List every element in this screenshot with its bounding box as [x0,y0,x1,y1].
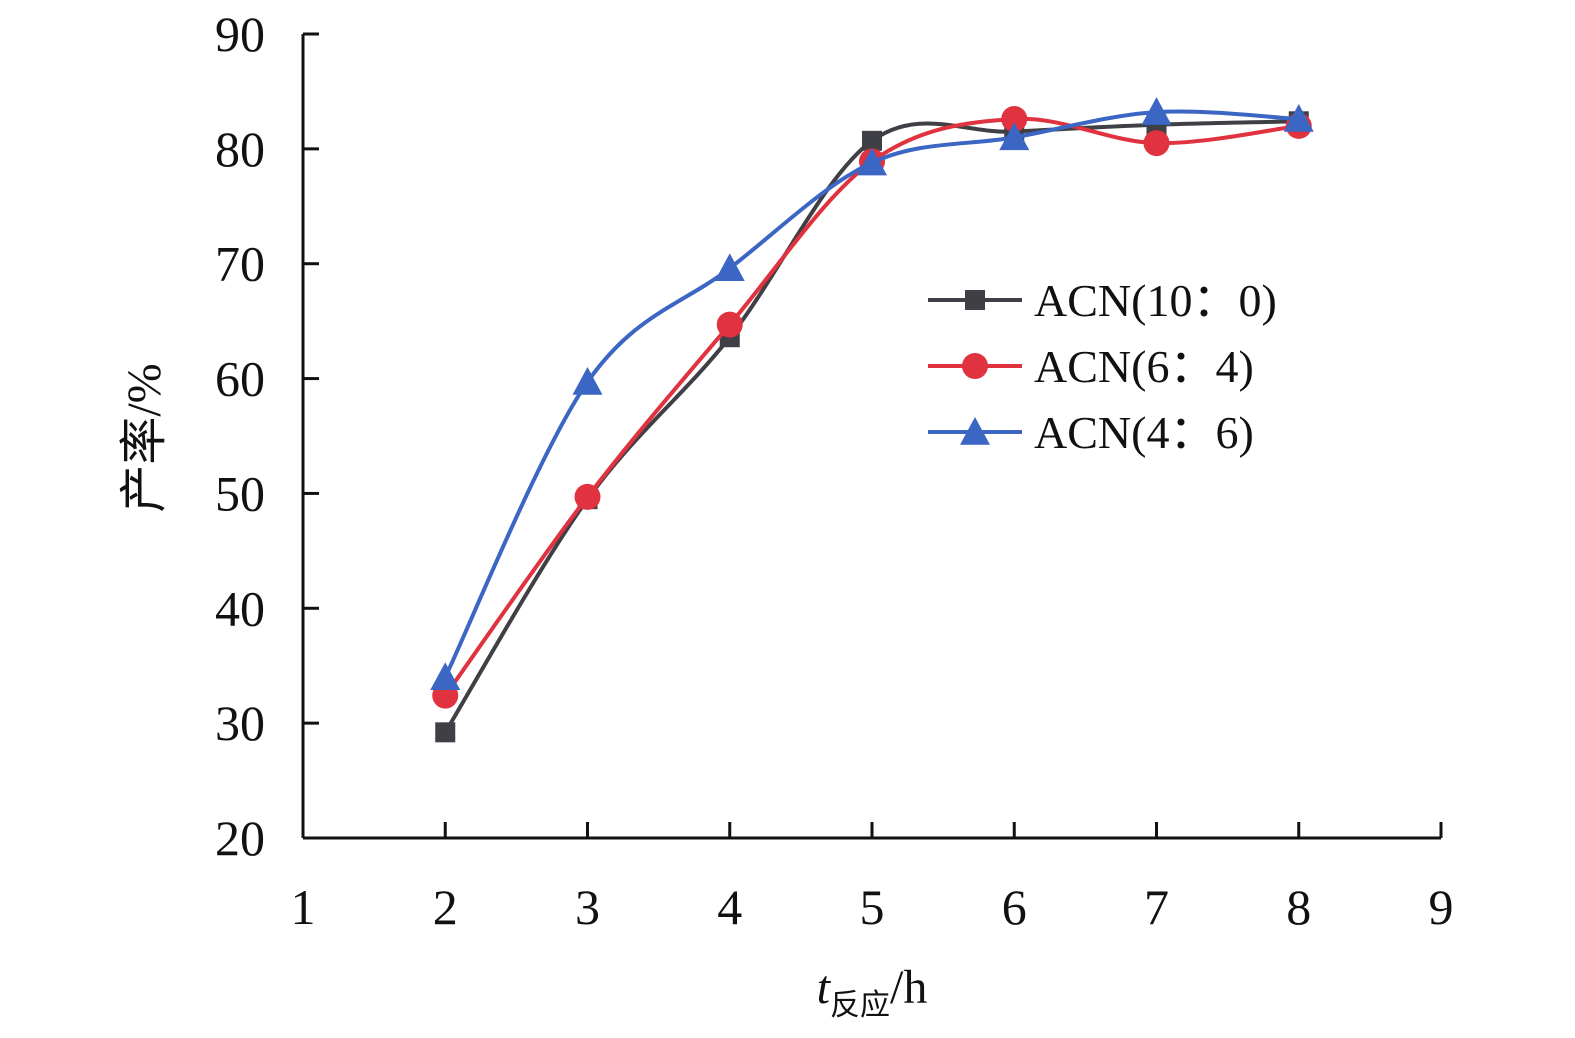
legend-marker-square [965,290,985,310]
x-tick-label: 1 [291,879,316,935]
data-point-triangle [1141,97,1172,125]
legend: ACN(10：0) ACN(6：4) ACN(4：6) [928,275,1277,458]
data-point-circle [574,483,601,510]
series-layer [430,97,1314,743]
y-tick-label: 40 [215,580,265,636]
data-point-triangle [857,147,887,176]
y-tick-label: 20 [215,810,265,866]
x-tick-label: 5 [860,879,885,935]
legend-item: ACN(4：6) [928,407,1254,458]
y-tick-label: 70 [215,236,265,292]
series-line [443,119,1299,734]
legend-marker-triangle [960,417,990,445]
y-axis-title: 产率/% [118,363,171,512]
legend-label: ACN(10：0) [1034,275,1277,326]
data-point-triangle [714,253,745,282]
data-point-circle [1143,130,1170,157]
x-tick-label: 8 [1286,879,1311,935]
x-axis-title-sub: 反应 [830,988,890,1023]
data-point-square [862,130,882,151]
y-tick-label: 80 [215,121,265,177]
data-point-triangle [1283,103,1314,132]
legend-label: ACN(4：6) [1034,407,1254,458]
data-point-triangle [430,662,461,690]
data-point-square [435,722,456,743]
legend-marker-circle [962,353,988,379]
data-point-triangle [999,122,1030,151]
y-tick-label: 60 [215,351,265,407]
y-tick-label: 30 [215,695,265,751]
y-tick-label: 50 [215,465,265,521]
series-triangle [430,97,1314,690]
legend-item: ACN(6：4) [928,341,1254,392]
x-axis-title: t反应/h [817,961,928,1023]
legend-label: ACN(6：4) [1034,341,1254,392]
x-tick-label: 3 [575,879,600,935]
x-tick-label: 7 [1144,879,1169,935]
data-point-circle [716,311,743,338]
y-tick-label: 90 [215,6,265,62]
data-point-triangle [572,367,603,395]
legend-item: ACN(10：0) [928,275,1277,326]
x-axis-title-var: t [817,961,832,1014]
x-tick-label: 4 [717,879,742,935]
axes: 20 30 40 50 60 70 80 90 1 2 3 4 5 6 7 8 9 [215,6,1454,935]
x-tick-label: 9 [1429,879,1454,935]
x-axis-title-unit: /h [890,961,927,1014]
x-tick-label: 2 [433,879,458,935]
data-point-circle [1001,105,1028,132]
x-tick-label: 6 [1002,879,1027,935]
series-line [443,109,1299,679]
